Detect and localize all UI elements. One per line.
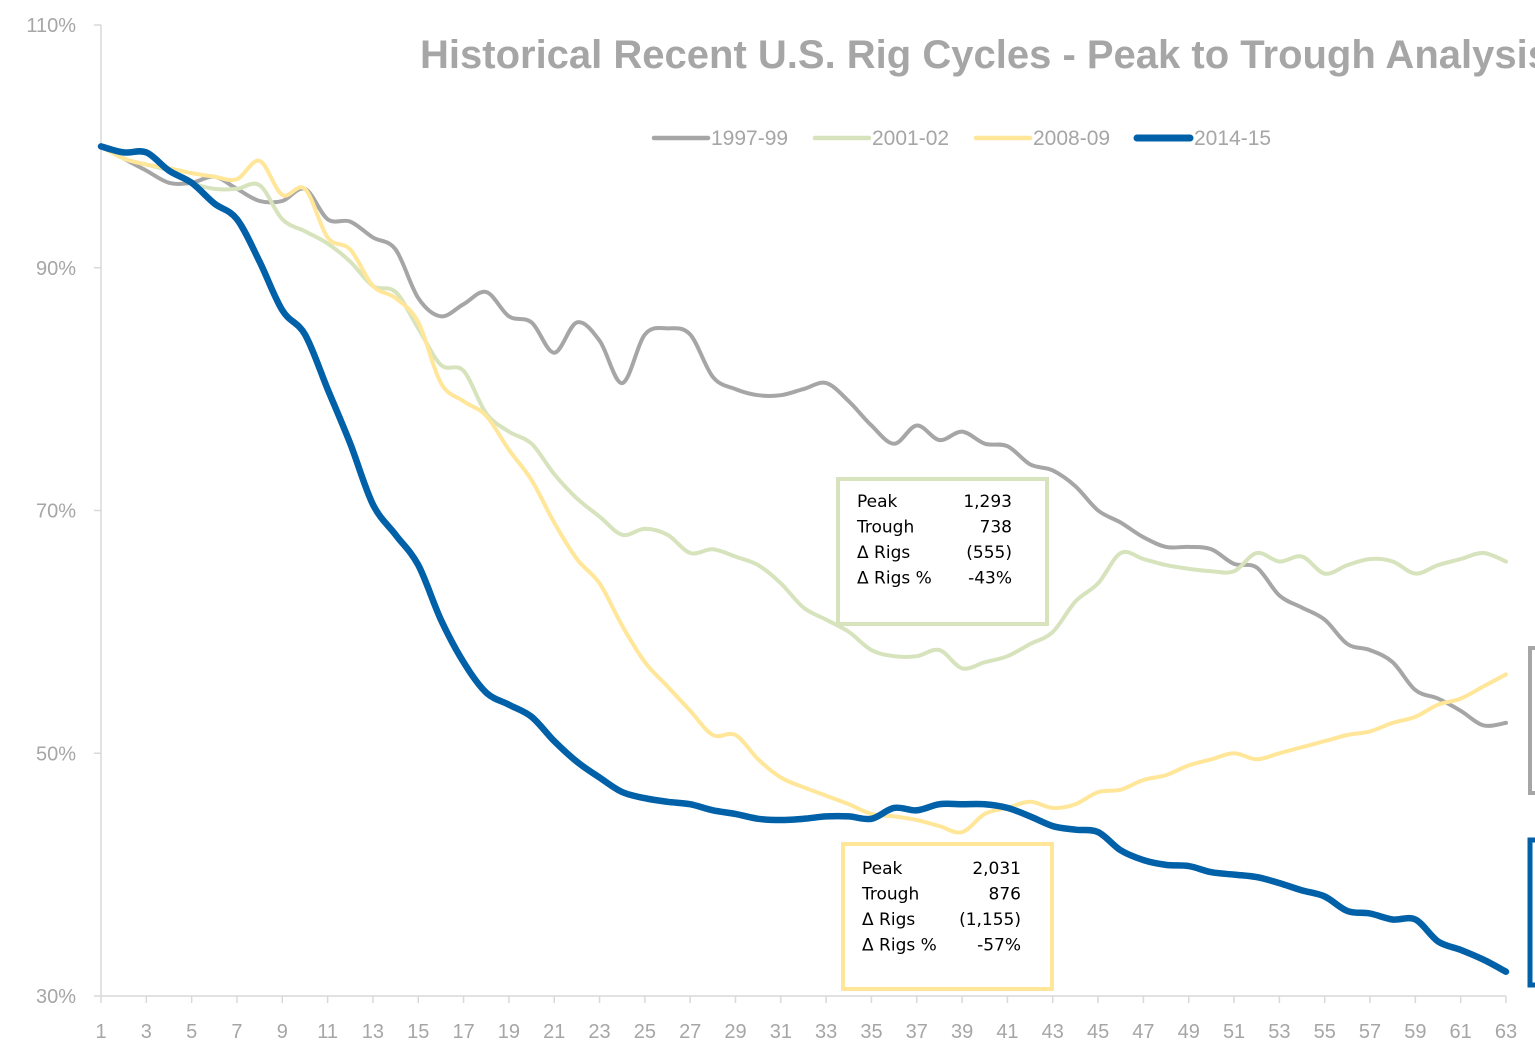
x-tick-label: 13 [362, 1021, 384, 1043]
x-tick-label: 27 [679, 1021, 701, 1043]
series-lines [97, 143, 1510, 975]
x-tick-label: 47 [1132, 1021, 1154, 1043]
x-tick-label: 35 [860, 1021, 882, 1043]
x-tick-label: 7 [231, 1021, 242, 1043]
annotation-label: Δ Rigs % [857, 569, 932, 589]
annotation-label: Δ Rigs [862, 910, 915, 930]
x-tick-label: 51 [1223, 1021, 1245, 1043]
x-tick-label: 53 [1268, 1021, 1290, 1043]
x-tick-label: 11 [317, 1021, 338, 1043]
legend-label-2001-02: 2001-02 [872, 127, 949, 150]
annotation-value: (1,155) [959, 910, 1021, 930]
y-tick-label: 110% [26, 15, 76, 37]
x-tick-label: 49 [1178, 1021, 1200, 1043]
x-tick-label: 15 [407, 1021, 429, 1043]
x-tick-label: 39 [951, 1021, 973, 1043]
y-tick-label: 30% [36, 986, 76, 1008]
y-tick-label: 90% [36, 258, 76, 280]
x-tick-label: 29 [724, 1021, 746, 1043]
annotation-value: 2,031 [972, 859, 1021, 879]
annotation-label: Δ Rigs % [862, 936, 937, 956]
annotation-value: 1,293 [963, 492, 1012, 512]
annotation-frame [836, 477, 1049, 626]
x-tick-label: 19 [498, 1021, 520, 1043]
x-tick-label: 61 [1450, 1021, 1472, 1043]
annotation-box-2001: Peak 1,293 Trough 738 Δ Rigs (555) Δ Rigs % -43… [836, 477, 1049, 626]
annotation-label: Peak [857, 492, 898, 512]
x-tick-label: 43 [1042, 1021, 1064, 1043]
legend-label-2014-15: 2014-15 [1194, 127, 1271, 150]
x-tick-label: 31 [770, 1021, 792, 1043]
legend-label-2008-09: 2008-09 [1033, 127, 1110, 150]
annotation-value: 876 [989, 885, 1021, 905]
legend-label-1997-99: 1997-99 [711, 127, 788, 150]
x-tick-label: 37 [906, 1021, 928, 1043]
annotation-box-2008: Peak 2,031 Trough 876 Δ Rigs (1,155) Δ Rigs % -… [841, 842, 1054, 991]
edge-callout-2014 [1527, 837, 1535, 988]
chart-title: Historical Recent U.S. Rig Cycles - Peak… [420, 33, 1535, 77]
x-tick-label: 17 [452, 1021, 474, 1043]
series-line-2014-15 [97, 143, 1510, 975]
edge-callouts [1527, 646, 1535, 988]
x-tick-label: 33 [815, 1021, 837, 1043]
annotation-label: Δ Rigs [857, 543, 910, 563]
x-tick-label: 3 [141, 1021, 152, 1043]
x-tick-label: 55 [1314, 1021, 1336, 1043]
series-line-2001-02 [99, 144, 1508, 671]
series-line-2008-09 [99, 144, 1508, 835]
x-tick-label: 5 [186, 1021, 197, 1043]
axes [100, 25, 1506, 997]
x-tick-label: 41 [996, 1021, 1018, 1043]
x-tick-label: 63 [1495, 1021, 1517, 1043]
annotation-value: -57% [977, 936, 1021, 956]
annotation-label: Trough [856, 518, 914, 538]
annotation-label: Trough [861, 885, 919, 905]
annotation-value: (555) [966, 543, 1012, 563]
series-line-1997-99 [99, 144, 1508, 728]
y-tick-label: 50% [36, 743, 76, 765]
x-tick-label: 57 [1359, 1021, 1381, 1043]
legend: 1997-99 2001-02 2008-09 2014-15 [651, 127, 1271, 150]
edge-callout-1997 [1528, 646, 1535, 795]
x-tick-label: 45 [1087, 1021, 1109, 1043]
annotations: Peak 1,293 Trough 738 Δ Rigs (555) Δ Rigs % -43… [836, 477, 1054, 991]
x-tick-label: 59 [1404, 1021, 1426, 1043]
y-axis-labels: 30% 50% 70% 90% 110% [26, 15, 101, 1008]
x-tick-label: 21 [543, 1021, 565, 1043]
x-tick-label: 9 [277, 1021, 288, 1043]
x-axis-labels: 1 3 5 7 9 11 13 15 17 19 21 23 25 27 29 31 33 35 37 39 41 43 4… [95, 996, 1517, 1043]
x-tick-label: 1 [95, 1021, 106, 1043]
annotation-value: -43% [968, 569, 1012, 589]
x-tick-label: 23 [588, 1021, 610, 1043]
x-tick-label: 25 [634, 1021, 656, 1043]
annotation-frame [841, 842, 1054, 991]
y-tick-label: 70% [36, 501, 76, 523]
annotation-value: 738 [980, 518, 1012, 538]
annotation-label: Peak [862, 859, 903, 879]
